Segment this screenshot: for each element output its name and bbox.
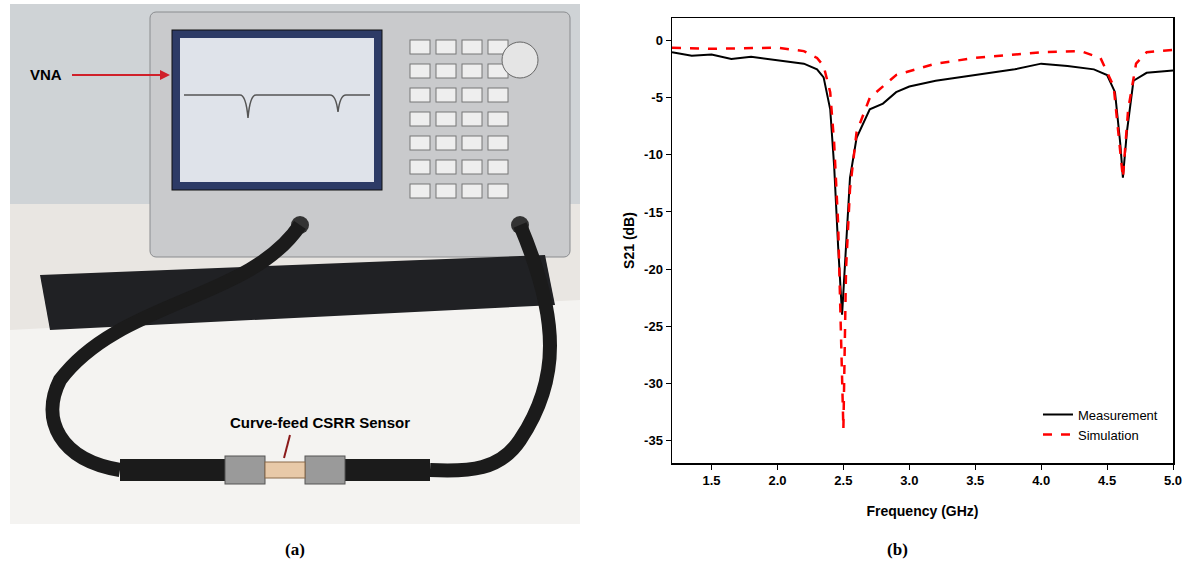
svg-text:4.5: 4.5 xyxy=(1098,473,1116,488)
html-text:(b): (b) xyxy=(887,540,908,559)
svg-text:4.0: 4.0 xyxy=(1032,473,1050,488)
svg-text:3.0: 3.0 xyxy=(900,473,918,488)
html-text:(a): (a) xyxy=(285,540,305,559)
svg-text:Simulation: Simulation xyxy=(1078,428,1139,443)
svg-text:S21 (dB): S21 (dB) xyxy=(621,212,637,269)
svg-text:Curve-feed CSRR Sensor: Curve-feed CSRR Sensor xyxy=(230,414,410,431)
svg-text:-30: -30 xyxy=(644,376,663,391)
svg-text:1.5: 1.5 xyxy=(703,473,721,488)
svg-text:5.0: 5.0 xyxy=(1164,473,1182,488)
svg-text:2.5: 2.5 xyxy=(834,473,852,488)
svg-text:Frequency (GHz): Frequency (GHz) xyxy=(866,503,978,519)
svg-text:-20: -20 xyxy=(644,262,663,277)
svg-text:-15: -15 xyxy=(644,205,663,220)
svg-text:-10: -10 xyxy=(644,147,663,162)
svg-text:3.5: 3.5 xyxy=(966,473,984,488)
svg-text:2.0: 2.0 xyxy=(768,473,786,488)
svg-text:Measurement: Measurement xyxy=(1078,408,1158,423)
svg-text:-5: -5 xyxy=(651,90,663,105)
svg-text:0: 0 xyxy=(656,33,663,48)
svg-text:-35: -35 xyxy=(644,433,663,448)
svg-text:VNA: VNA xyxy=(30,66,62,83)
svg-text:-25: -25 xyxy=(644,319,663,334)
